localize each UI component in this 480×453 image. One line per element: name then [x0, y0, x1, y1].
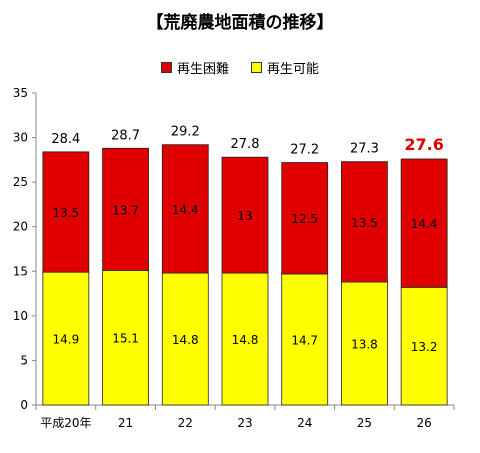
data-label: 14.9 — [52, 333, 79, 347]
y-tick-label: 20 — [13, 220, 28, 234]
data-label: 15.1 — [112, 332, 139, 346]
y-tick-label: 35 — [13, 86, 28, 100]
data-label: 13.7 — [112, 203, 139, 217]
legend-item: 再生困難 — [160, 58, 229, 77]
bar-segment-recoverable — [42, 271, 90, 406]
total-label: 27.8 — [231, 137, 260, 152]
y-tick-label: 5 — [20, 353, 28, 367]
data-label: 13.5 — [351, 216, 378, 230]
x-tick-label: 平成20年 — [40, 416, 91, 430]
bar-segment-recoverable — [161, 272, 209, 406]
bar-segment-difficult — [341, 161, 388, 283]
data-label: 13.8 — [351, 337, 378, 351]
x-tick-label: 25 — [357, 416, 372, 430]
total-label: 27.6 — [404, 135, 443, 154]
bar-segment-difficult — [400, 158, 448, 288]
bar-segment-recoverable — [341, 281, 388, 406]
total-label: 27.3 — [350, 142, 379, 157]
x-tick-label: 24 — [297, 416, 312, 430]
y-tick-label: 10 — [13, 309, 28, 323]
data-label: 13 — [237, 209, 252, 223]
legend-swatch — [160, 62, 172, 73]
total-label: 27.2 — [290, 143, 319, 158]
legend-swatch — [251, 62, 262, 73]
total-label: 28.4 — [51, 132, 80, 147]
chart-title: 【荒廃農地面積の推移】 — [146, 13, 334, 33]
data-label: 13.2 — [411, 340, 438, 354]
data-label: 14.8 — [232, 333, 259, 347]
bar-segment-recoverable — [400, 286, 448, 406]
y-tick-label: 0 — [20, 398, 28, 412]
data-label: 14.8 — [172, 333, 199, 347]
data-label: 14.4 — [172, 203, 199, 217]
legend: 再生困難 再生可能 — [0, 58, 480, 77]
bar-segment-recoverable — [281, 273, 329, 406]
bar-segment-difficult — [281, 162, 329, 275]
y-tick-label: 25 — [13, 175, 28, 189]
total-label: 29.2 — [171, 125, 200, 140]
data-label: 13.5 — [52, 206, 79, 220]
legend-label: 再生可能 — [267, 62, 320, 77]
data-label: 14.7 — [291, 333, 318, 347]
bar-segment-difficult — [221, 156, 269, 274]
y-tick-label: 15 — [13, 264, 28, 278]
x-tick-label: 22 — [178, 416, 193, 430]
total-label: 28.7 — [111, 128, 140, 143]
y-tick-label: 30 — [13, 131, 28, 145]
data-label: 12.5 — [291, 212, 318, 226]
bar-segment-difficult — [102, 147, 149, 271]
bar-segment-difficult — [161, 144, 209, 274]
x-tick-label: 23 — [237, 416, 252, 430]
x-tick-label: 26 — [417, 416, 432, 430]
x-tick-label: 21 — [118, 416, 133, 430]
data-label: 14.4 — [411, 217, 438, 231]
bar-segment-difficult — [42, 151, 90, 273]
legend-label: 再生困難 — [176, 62, 229, 77]
legend-item: 再生可能 — [251, 58, 319, 77]
